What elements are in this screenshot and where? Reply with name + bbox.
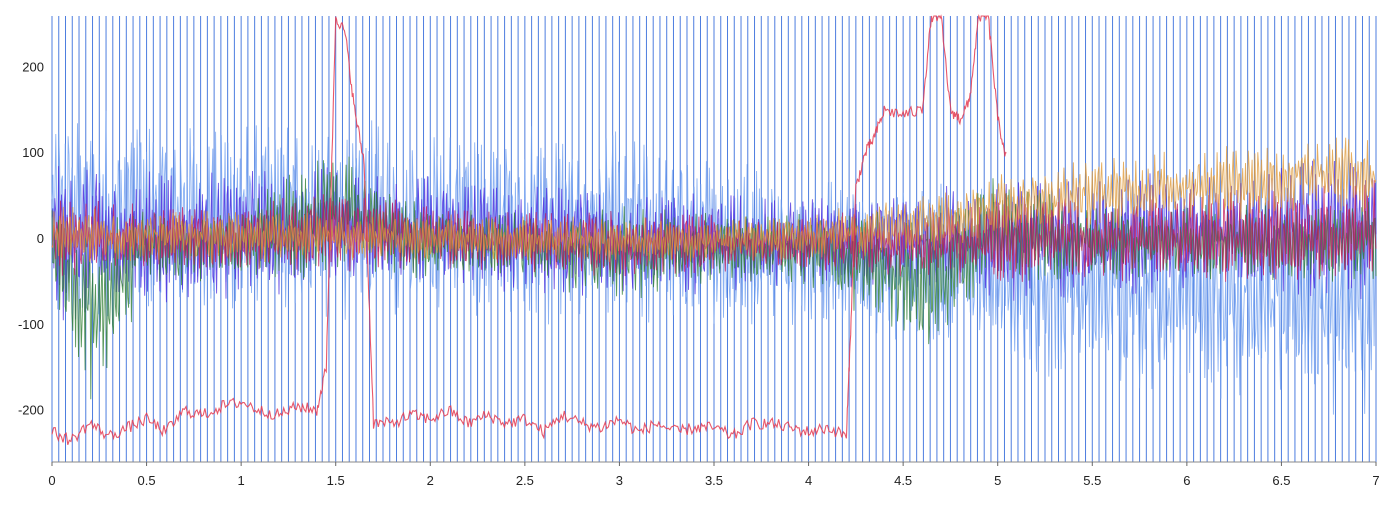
y-tick-label: -100 [18,317,44,332]
x-tick-label: 2.5 [516,473,534,488]
y-tick-label: 200 [22,59,44,74]
x-tick-label: 3 [616,473,623,488]
x-tick-label: 7 [1372,473,1379,488]
series-line [51,13,1007,445]
x-tick-label: 6 [1183,473,1190,488]
series-line [51,137,1377,264]
x-tick-label: 6.5 [1272,473,1290,488]
x-tick-label: 1 [238,473,245,488]
x-tick-label: 4.5 [894,473,912,488]
x-tick-label: 0 [48,473,55,488]
x-tick-label: 5 [994,473,1001,488]
y-tick-label: 0 [37,231,44,246]
x-tick-label: 5.5 [1083,473,1101,488]
x-tick-labels: 0 0.5 1 1.5 2 2.5 3 3.5 4 4.5 5 5.5 6 6.5 7 [48,462,1380,488]
x-tick-label: 4 [805,473,812,488]
x-tick-label: 3.5 [705,473,723,488]
series-line [51,180,1377,284]
series-group [51,13,1377,445]
y-tick-label: -200 [18,403,44,418]
x-tick-label: 0.5 [138,473,156,488]
y-tick-labels: 200 100 0 -100 -200 [18,59,44,417]
x-tick-label: 2 [427,473,434,488]
x-tick-label: 1.5 [327,473,345,488]
y-tick-label: 100 [22,145,44,160]
